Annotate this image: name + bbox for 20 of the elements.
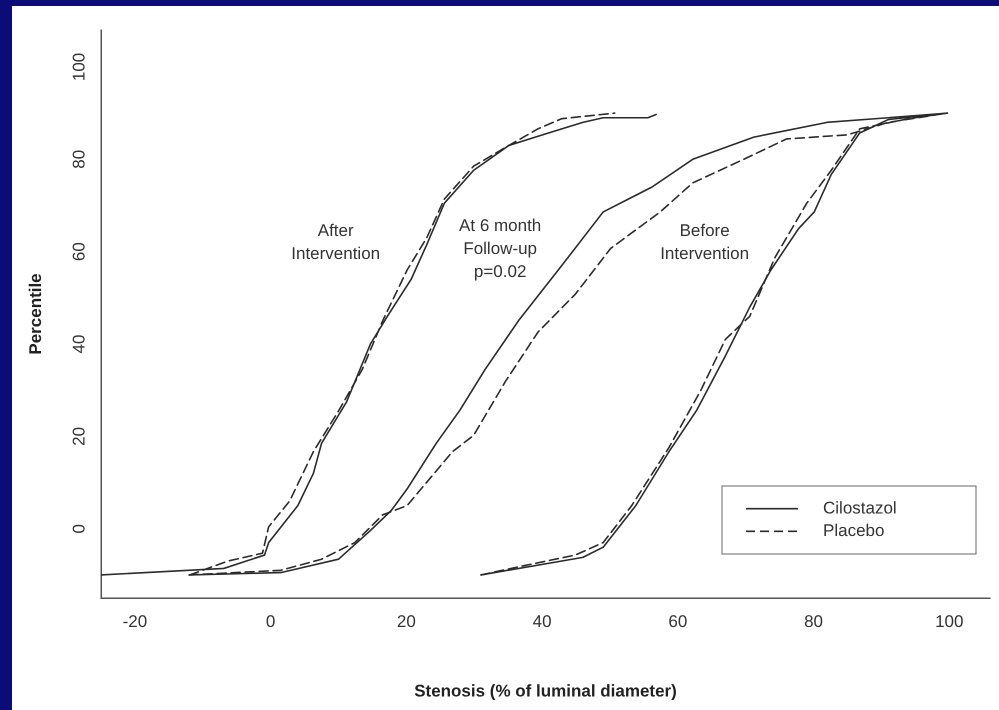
y-tick-label: 80 [70, 150, 89, 169]
y-tick-label: 0 [70, 524, 89, 534]
annotation: At 6 month Follow-up p=0.02 [459, 216, 542, 281]
x-tick-label: 40 [532, 612, 552, 631]
x-axis-title: Stenosis (% of luminal diameter) [414, 681, 677, 700]
x-tick-label: 0 [266, 612, 276, 631]
x-tick-label: 60 [668, 612, 688, 631]
y-axis-title: Percentile [26, 273, 45, 355]
x-tick-label: 100 [935, 612, 964, 631]
y-tick-label: 20 [70, 426, 89, 446]
annotation: Before Intervention [660, 221, 750, 264]
x-tick-label: 80 [804, 612, 824, 631]
legend-label: Cilostazol [823, 498, 897, 518]
annotation: After Intervention [291, 221, 380, 264]
legend-label: Placebo [823, 521, 884, 540]
y-tick-label: 100 [70, 52, 89, 82]
x-tick-label: 20 [396, 612, 416, 631]
x-tick-label: -20 [122, 612, 148, 631]
y-tick-label: 40 [70, 334, 89, 354]
y-tick-label: 60 [70, 242, 89, 262]
